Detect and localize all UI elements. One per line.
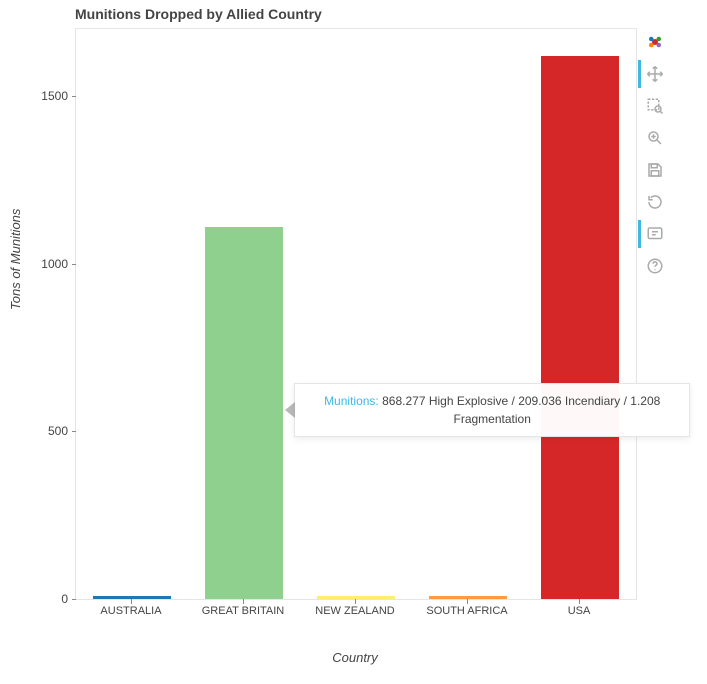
y-tick-mark: [72, 264, 76, 265]
x-tick-label: GREAT BRITAIN: [202, 605, 285, 617]
pan-icon[interactable]: [638, 60, 669, 88]
bar-usa[interactable]: [541, 56, 619, 599]
x-tick-mark: [131, 599, 132, 604]
save-icon[interactable]: [641, 156, 669, 184]
help-icon[interactable]: [641, 252, 669, 280]
tooltip-label: Munitions:: [324, 394, 379, 408]
y-tick-label: 1500: [41, 89, 76, 103]
y-tick-mark: [72, 431, 76, 432]
x-tick-mark: [243, 599, 244, 604]
hover-icon[interactable]: [638, 220, 669, 248]
y-axis-label: Tons of Munitions: [8, 209, 23, 310]
x-axis-label: Country: [75, 650, 635, 665]
chart-plot-area[interactable]: 050010001500: [75, 28, 637, 600]
wheel-zoom-icon[interactable]: [641, 124, 669, 152]
x-tick-label: SOUTH AFRICA: [426, 605, 507, 617]
x-tick-mark: [467, 599, 468, 604]
x-tick-label: NEW ZEALAND: [315, 605, 394, 617]
y-tick-mark: [72, 599, 76, 600]
chart-toolbar: [640, 28, 670, 280]
hover-tooltip: Munitions: 868.277 High Explosive / 209.…: [294, 383, 690, 437]
x-tick-label: USA: [568, 605, 591, 617]
box-zoom-icon[interactable]: [641, 92, 669, 120]
chart-title: Munitions Dropped by Allied Country: [75, 6, 322, 22]
bokeh-logo-icon[interactable]: [641, 28, 669, 56]
tooltip-value: 868.277 High Explosive / 209.036 Incendi…: [382, 394, 660, 426]
reset-icon[interactable]: [641, 188, 669, 216]
y-tick-label: 1000: [41, 257, 76, 271]
tooltip-arrow-icon: [285, 402, 295, 418]
x-tick-mark: [579, 599, 580, 604]
x-tick-mark: [355, 599, 356, 604]
x-tick-label: AUSTRALIA: [100, 605, 161, 617]
y-tick-mark: [72, 96, 76, 97]
bar-great-britain[interactable]: [205, 227, 283, 599]
